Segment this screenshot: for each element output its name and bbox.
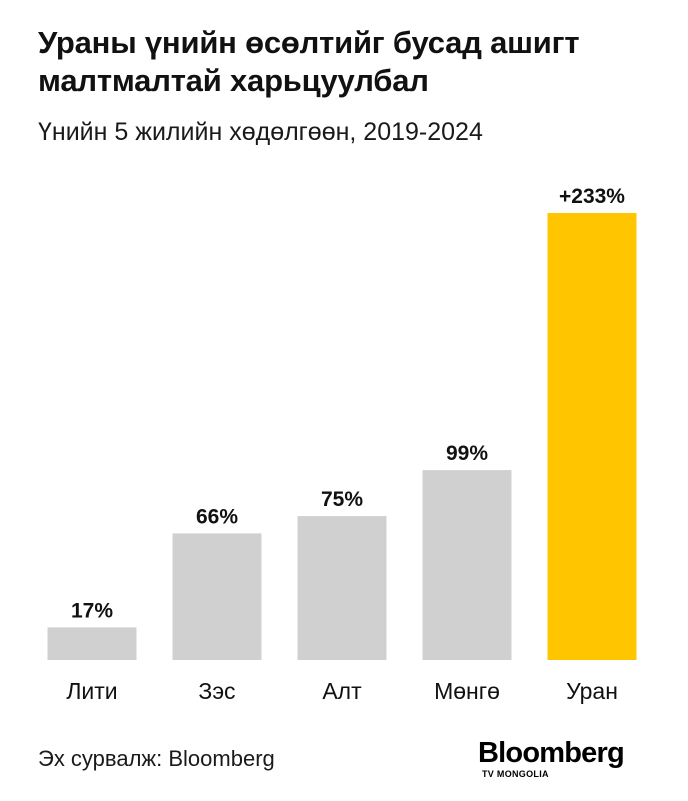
bloomberg-logo: Bloomberg TV MONGOLIA [478, 738, 648, 788]
logo-subtitle: TV MONGOLIA [482, 769, 549, 779]
category-label-4: Мөнгө [434, 678, 500, 704]
value-label-1: 17% [71, 599, 113, 622]
bar-5 [547, 213, 637, 660]
source-note: Эх сурвалж: Bloomberg [38, 746, 275, 771]
category-labels-layer: Лити Зэс Алт Мөнгө Уран [66, 678, 618, 704]
bar-2 [172, 533, 262, 660]
chart-subtitle: Үнийн 5 жилийн хөдөлгөөн, 2019-2024 [38, 118, 483, 146]
bar-3 [297, 516, 387, 660]
category-label-2: Зэс [198, 678, 235, 704]
bars-layer [47, 213, 637, 660]
bar-1 [47, 627, 137, 660]
value-label-3: 75% [321, 488, 363, 511]
value-label-2: 66% [196, 505, 238, 528]
chart-title: Ураны үнийн өсөлтийг бусад ашигт малтмал… [38, 24, 658, 100]
chart-title-line-1: Ураны үнийн өсөлтийг бусад ашигт [38, 25, 580, 60]
logo-wordmark: Bloomberg [478, 737, 625, 769]
bar-chart: 17% 66% 75% 99% +233% Лити Зэс Алт Мөнгө Уран [47, 185, 637, 704]
category-label-3: Алт [322, 678, 362, 704]
value-label-4: 99% [446, 442, 488, 465]
bar-4 [422, 470, 512, 660]
value-labels-layer: 17% 66% 75% 99% +233% [71, 185, 625, 622]
category-label-5: Уран [566, 678, 618, 704]
value-label-5: +233% [559, 185, 625, 208]
category-label-1: Лити [66, 678, 117, 704]
chart-title-line-2: малтмалтай харьцуулбал [38, 63, 429, 98]
